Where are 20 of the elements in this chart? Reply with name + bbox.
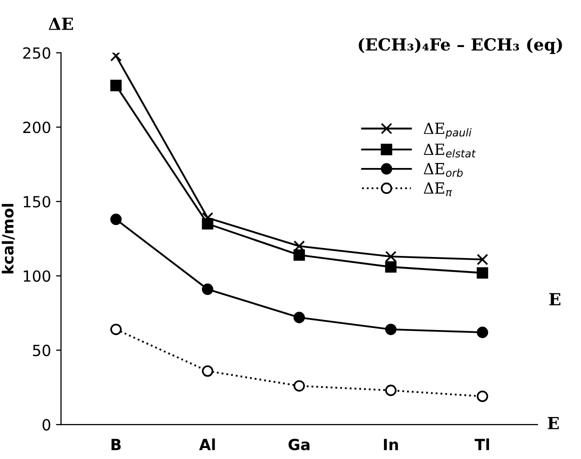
legend-label: ΔE$_{elstat}$ [424,144,476,158]
y-tick-label: 150 [24,196,50,208]
legend-label: ΔE$_{π}$ [424,182,452,196]
text: E [549,293,560,306]
text: ΔE [48,18,73,30]
y-tick-label: 0 [42,419,50,431]
x-axis-title: E [548,417,559,430]
x-tick-label: Ga [288,438,310,450]
x-tick-label: B [112,438,121,450]
y-tick-label: 250 [23,47,50,59]
y-tick-label: 100 [24,270,50,282]
y-tick-label: 200 [23,122,50,134]
x-tick-label: Tl [474,438,489,450]
y-axis-title: kcal/mol [2,204,15,274]
x-tick-label: Al [199,438,215,450]
legend-label: ΔE$_{pauli}$ [424,122,472,139]
x-tick-label: In [384,438,398,450]
y-tick-label: 50 [33,344,50,356]
chart-title: (ECH₃)₄Fe – ECH₃ (eq) [358,38,562,54]
legend-label: ΔE$_{orb}$ [424,163,463,177]
